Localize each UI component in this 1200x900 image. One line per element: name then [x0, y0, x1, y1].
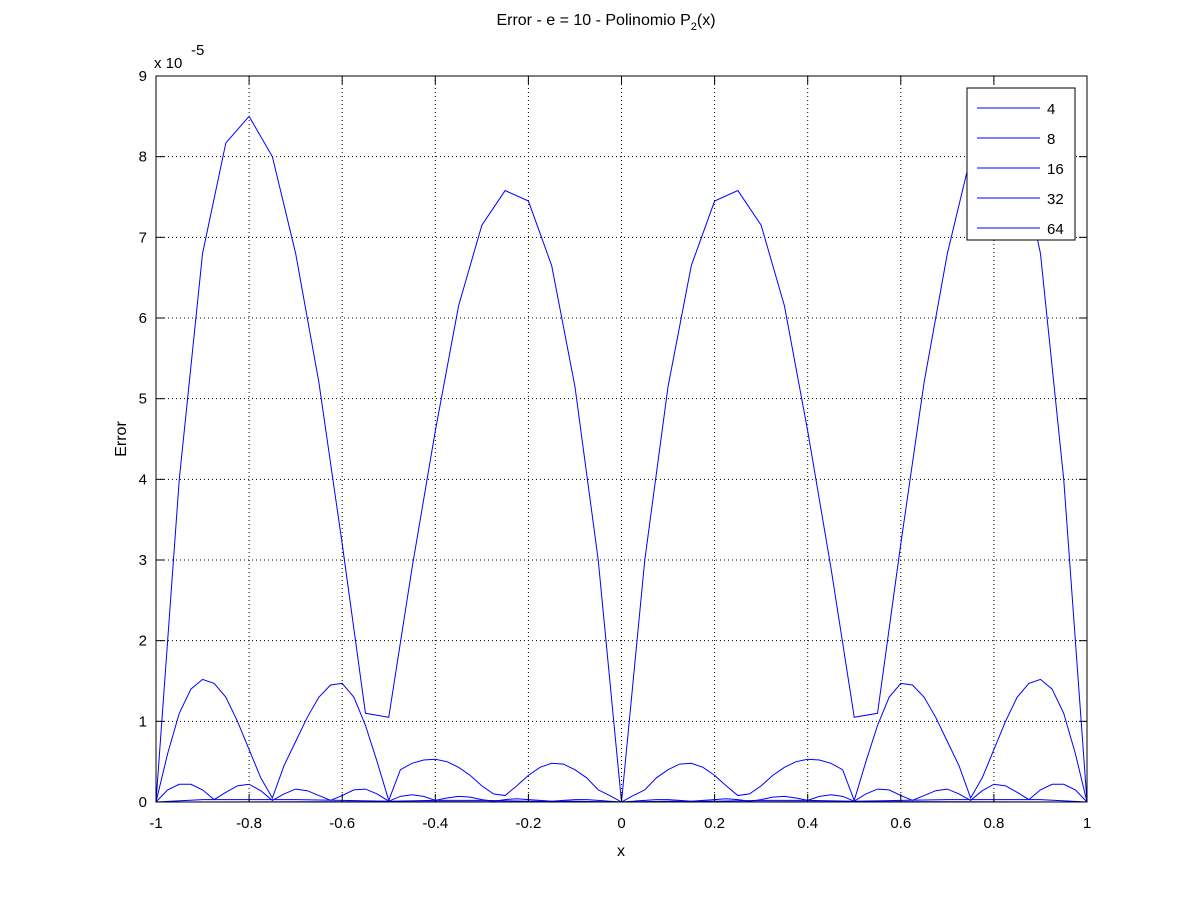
y-tick-label: 5 [139, 391, 147, 408]
chart-title-suffix: (x) [697, 12, 716, 29]
x-tick-label: -0.8 [236, 815, 262, 832]
x-tick-label: 0.2 [704, 815, 725, 832]
y-axis-label: Error [113, 421, 130, 457]
y-tick-label: 8 [139, 149, 147, 166]
y-tick-label: 1 [139, 713, 147, 730]
x-tick-label: -0.6 [329, 815, 355, 832]
x-tick-labels: -1 -0.8 -0.6 -0.4 -0.2 0 0.2 0.4 0.6 0.8 1 [149, 815, 1091, 832]
legend-label-8: 8 [1047, 131, 1055, 148]
y-axis-exponent-base: x 10 [154, 55, 182, 72]
plot-area [155, 75, 1088, 803]
legend-items: 4 8 16 32 64 [977, 101, 1064, 238]
x-tick-label: 0.4 [797, 815, 818, 832]
chart-title-main: Error - e = 10 - Polinomio P [496, 12, 690, 29]
x-axis-label: x [617, 843, 625, 860]
x-tick-label: -0.2 [515, 815, 541, 832]
x-tick-label: 0.6 [890, 815, 911, 832]
x-tick-label: -1 [149, 815, 162, 832]
chart-title-subscript: 2 [691, 21, 697, 33]
chart-title: Error - e = 10 - Polinomio P2(x) [496, 12, 715, 33]
y-tick-label: 4 [139, 471, 147, 488]
legend-label-32: 32 [1047, 191, 1064, 208]
legend: 4 8 16 32 64 [966, 87, 1076, 241]
legend-label-4: 4 [1047, 101, 1055, 118]
y-axis-exponent-power: -5 [191, 42, 204, 59]
y-tick-label: 0 [139, 794, 147, 811]
y-tick-label: 7 [139, 229, 147, 246]
x-tick-label: 0 [617, 815, 625, 832]
ticks [155, 75, 1088, 803]
y-tick-label: 9 [139, 68, 147, 85]
y-tick-label: 3 [139, 552, 147, 569]
y-tick-label: 2 [139, 633, 147, 650]
legend-box [966, 87, 1076, 241]
y-tick-labels: 0 1 2 3 4 5 6 7 8 9 [139, 68, 147, 811]
x-tick-label: -0.4 [422, 815, 448, 832]
y-tick-label: 6 [139, 310, 147, 327]
grid [156, 76, 1087, 802]
x-tick-label: 0.8 [983, 815, 1004, 832]
x-tick-label: 1 [1083, 815, 1091, 832]
legend-label-64: 64 [1047, 221, 1064, 238]
legend-label-16: 16 [1047, 161, 1064, 178]
